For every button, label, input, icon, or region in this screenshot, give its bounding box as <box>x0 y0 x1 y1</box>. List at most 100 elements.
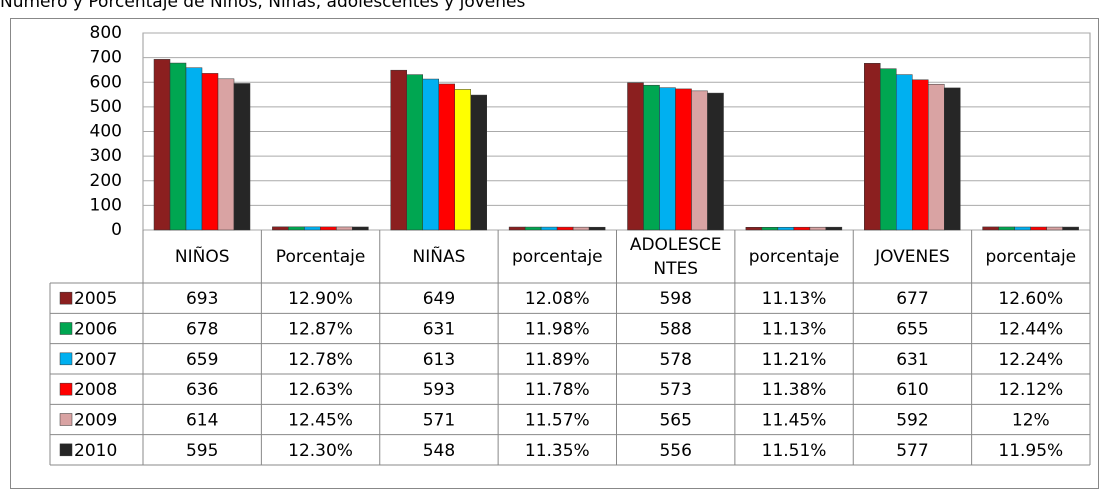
bar <box>422 78 439 231</box>
bar <box>627 82 644 231</box>
bar <box>185 67 203 231</box>
table-value: 11.89% <box>525 350 590 370</box>
bar <box>928 83 945 231</box>
table-value: 578 <box>659 350 691 370</box>
legend-swatch <box>59 413 73 426</box>
bar <box>454 89 471 231</box>
table-value: 677 <box>896 289 928 309</box>
y-tick-label: 200 <box>90 171 122 191</box>
bar <box>675 88 692 231</box>
legend-label: 2007 <box>74 350 117 370</box>
bar <box>944 87 961 231</box>
table-value: 12.78% <box>288 350 353 370</box>
table-value: 11.78% <box>525 380 590 400</box>
table-value: 12.24% <box>998 350 1063 370</box>
legend-label: 2010 <box>74 441 117 461</box>
table-value: 11.45% <box>762 411 827 431</box>
table-value: 588 <box>659 320 691 340</box>
table-value: 548 <box>423 441 455 461</box>
table-value: 636 <box>186 380 218 400</box>
bar <box>233 83 251 231</box>
bar <box>390 69 407 231</box>
table-value: 12% <box>1012 411 1050 431</box>
y-tick-label: 0 <box>111 220 122 240</box>
bar <box>880 68 897 231</box>
bar <box>659 87 676 231</box>
table-value: 12.08% <box>525 289 590 309</box>
legend-swatch <box>59 322 73 335</box>
table-value: 11.35% <box>525 441 590 461</box>
legend-swatch <box>59 291 73 305</box>
table-value: 565 <box>659 411 691 431</box>
table-value: 693 <box>186 289 218 309</box>
table-value: 12.12% <box>998 380 1063 400</box>
y-tick-label: 300 <box>90 146 122 166</box>
x-tick-label: porcentaje <box>498 230 616 283</box>
bar <box>896 74 913 231</box>
bar <box>438 83 455 231</box>
category-text: Porcentaje <box>275 246 366 267</box>
table-value: 556 <box>659 441 691 461</box>
table-value: 11.57% <box>525 411 590 431</box>
legend-label: 2009 <box>74 411 117 431</box>
table-value: 678 <box>186 320 218 340</box>
y-tick-label: 400 <box>90 122 122 142</box>
legend-swatch <box>59 443 73 457</box>
table-value: 631 <box>423 320 455 340</box>
table-value: 595 <box>186 441 218 461</box>
bar <box>912 79 929 231</box>
table-value: 655 <box>896 320 928 340</box>
legend-label: 2006 <box>74 320 117 340</box>
x-tick-label: JOVENES <box>853 230 971 283</box>
chart-border <box>10 18 1099 489</box>
table-value: 610 <box>896 380 928 400</box>
bar <box>691 90 708 231</box>
category-text: porcentaje <box>985 246 1077 267</box>
legend-label: 2008 <box>74 380 117 400</box>
bar <box>201 73 219 231</box>
category-text: porcentaje <box>748 246 840 267</box>
x-tick-label: ADOLESCENTES <box>617 230 735 283</box>
table-value: 571 <box>423 411 455 431</box>
table-value: 11.95% <box>998 441 1063 461</box>
bar <box>1062 226 1079 231</box>
table-value: 659 <box>186 350 218 370</box>
table-value: 598 <box>659 289 691 309</box>
table-value: 12.90% <box>288 289 353 309</box>
x-tick-label: porcentaje <box>735 230 853 283</box>
y-tick-label: 600 <box>90 72 122 92</box>
bar <box>470 94 487 231</box>
table-value: 613 <box>423 350 455 370</box>
table-value: 11.13% <box>762 320 827 340</box>
y-tick-label: 800 <box>90 23 122 43</box>
bar <box>825 226 843 231</box>
x-tick-label: NIÑOS <box>143 230 261 283</box>
x-tick-label: NIÑAS <box>380 230 498 283</box>
table-value: 12.44% <box>998 320 1063 340</box>
bar <box>406 74 423 231</box>
table-value: 11.21% <box>762 350 827 370</box>
category-text: ADOLESCENTES <box>629 234 722 279</box>
table-value: 649 <box>423 289 455 309</box>
bar <box>864 63 881 231</box>
table-value: 614 <box>186 411 218 431</box>
category-text: porcentaje <box>511 246 603 267</box>
y-tick-label: 500 <box>90 97 122 117</box>
table-value: 11.98% <box>525 320 590 340</box>
table-value: 577 <box>896 441 928 461</box>
table-value: 11.51% <box>762 441 827 461</box>
bar <box>707 92 724 231</box>
bar <box>169 62 187 231</box>
table-value: 593 <box>423 380 455 400</box>
category-text: JOVENES <box>875 246 950 267</box>
category-text: NIÑOS <box>174 246 230 267</box>
table-value: 592 <box>896 411 928 431</box>
table-value: 11.38% <box>762 380 827 400</box>
category-text: NIÑAS <box>412 246 466 267</box>
legend-label: 2005 <box>74 289 117 309</box>
table-value: 12.87% <box>288 320 353 340</box>
bar <box>153 59 171 231</box>
table-value: 631 <box>896 350 928 370</box>
